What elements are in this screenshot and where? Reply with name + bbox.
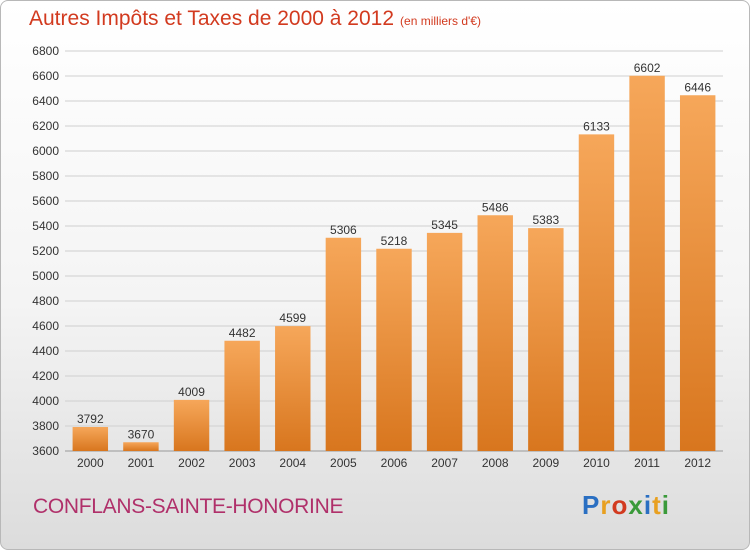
bar (72, 427, 109, 451)
y-tick-label: 6200 (32, 119, 59, 133)
x-tick-label: 2003 (229, 456, 256, 470)
bars: 3792 3670 4009 4482 4599 5306 5218 5345 5486 5383… (72, 61, 716, 451)
bar (275, 326, 311, 451)
y-tick-label: 4800 (32, 294, 59, 308)
bar-value-label: 5486 (482, 200, 509, 214)
proxiti-logo: Proxiti (582, 490, 670, 521)
bar (376, 248, 412, 451)
y-tick-label: 6000 (32, 144, 59, 158)
bar (578, 134, 615, 451)
bar (477, 215, 513, 451)
bar-value-label: 6602 (634, 61, 661, 75)
bar-value-label: 5218 (381, 234, 408, 248)
y-tick-label: 5800 (32, 169, 59, 183)
x-tick-label: 2007 (431, 456, 458, 470)
x-tick-label: 2006 (381, 456, 408, 470)
chart-title-block: Autres Impôts et Taxes de 2000 à 2012 (en… (29, 7, 481, 31)
bar (325, 237, 362, 451)
y-tick-label: 6600 (32, 69, 59, 83)
bar-value-label: 3792 (77, 412, 104, 426)
logo-letter: t (652, 490, 662, 520)
x-tick-label: 2010 (583, 456, 610, 470)
y-tick-label: 5000 (32, 269, 59, 283)
bar-value-label: 5306 (330, 223, 357, 237)
y-tick-label: 4000 (32, 394, 59, 408)
x-axis-ticks: 2000 2001 2002 2003 2004 2005 2006 2007 2008 2009… (77, 456, 711, 470)
unit-note: (en milliers d'€) (400, 14, 482, 28)
y-tick-label: 5400 (32, 219, 59, 233)
y-tick-label: 5600 (32, 194, 59, 208)
logo-letter: x (628, 490, 644, 520)
y-tick-label: 3600 (32, 444, 59, 458)
bar (679, 95, 716, 451)
bar-value-label: 3670 (128, 427, 155, 441)
y-tick-label: 4200 (32, 369, 59, 383)
x-tick-label: 2012 (684, 456, 711, 470)
x-tick-label: 2011 (634, 456, 660, 470)
bar (224, 340, 260, 451)
y-axis-ticks: 3600 3800 4000 4200 4400 4600 4800 5000 5200 5400… (32, 44, 59, 458)
bar (173, 399, 210, 451)
bar-value-label: 5345 (431, 218, 458, 232)
commune-name: CONFLANS-SAINTE-HONORINE (33, 495, 344, 518)
y-tick-label: 6800 (32, 44, 59, 58)
logo-letter: i (661, 490, 670, 520)
bar (426, 232, 463, 451)
logo-letter: r (600, 490, 612, 520)
x-tick-label: 2004 (279, 456, 306, 470)
y-tick-label: 3800 (32, 419, 59, 433)
logo-letter: o (611, 490, 629, 520)
bar (629, 75, 665, 451)
bar-value-label: 5383 (532, 213, 559, 227)
x-tick-label: 2005 (330, 456, 357, 470)
x-tick-label: 2008 (482, 456, 509, 470)
chart-title: Autres Impôts et Taxes de 2000 à 2012 (29, 7, 395, 30)
x-tick-label: 2000 (77, 456, 104, 470)
logo-letter: i (643, 490, 653, 520)
bar-value-label: 4009 (178, 385, 205, 399)
y-tick-label: 5200 (32, 244, 59, 258)
y-tick-label: 4400 (32, 344, 59, 358)
x-tick-label: 2002 (178, 456, 205, 470)
bar (528, 228, 564, 451)
x-tick-label: 2009 (532, 456, 559, 470)
y-tick-label: 4600 (32, 319, 59, 333)
bar-value-label: 4482 (229, 326, 256, 340)
bar-value-label: 4599 (279, 311, 306, 325)
y-tick-label: 6400 (32, 94, 59, 108)
bar-value-label: 6446 (684, 80, 711, 94)
bar (123, 442, 159, 451)
logo-letter: P (582, 490, 601, 520)
x-tick-label: 2001 (128, 456, 155, 470)
bar-value-label: 6133 (583, 119, 610, 133)
